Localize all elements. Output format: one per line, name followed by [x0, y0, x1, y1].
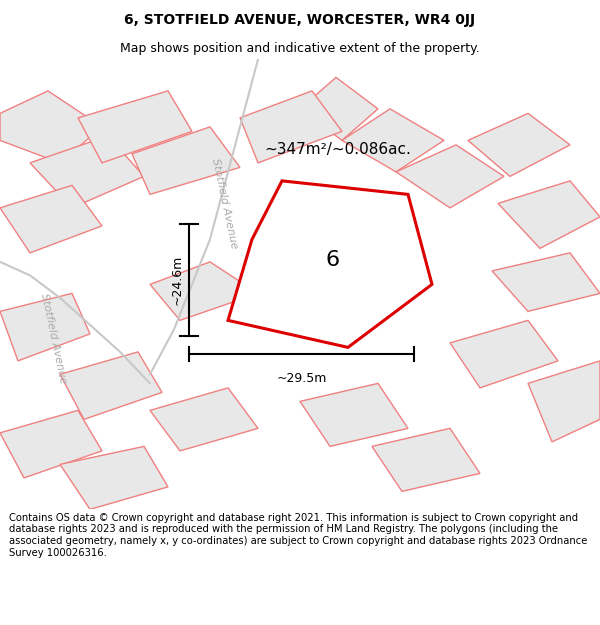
Text: 6, STOTFIELD AVENUE, WORCESTER, WR4 0JJ: 6, STOTFIELD AVENUE, WORCESTER, WR4 0JJ: [124, 13, 476, 27]
Polygon shape: [300, 78, 378, 141]
Polygon shape: [300, 383, 408, 446]
Polygon shape: [468, 113, 570, 176]
Polygon shape: [0, 411, 102, 478]
Text: Map shows position and indicative extent of the property.: Map shows position and indicative extent…: [120, 41, 480, 54]
Polygon shape: [372, 428, 480, 491]
Polygon shape: [150, 262, 258, 321]
Polygon shape: [150, 388, 258, 451]
Polygon shape: [78, 91, 192, 163]
Polygon shape: [498, 181, 600, 248]
Text: Contains OS data © Crown copyright and database right 2021. This information is : Contains OS data © Crown copyright and d…: [9, 513, 587, 558]
Polygon shape: [60, 446, 168, 509]
Polygon shape: [528, 361, 600, 442]
Polygon shape: [0, 91, 102, 163]
Polygon shape: [0, 186, 102, 253]
Polygon shape: [492, 253, 600, 311]
Polygon shape: [132, 127, 240, 194]
Text: 6: 6: [326, 249, 340, 269]
Polygon shape: [396, 145, 504, 208]
Polygon shape: [228, 181, 432, 348]
Polygon shape: [342, 109, 444, 172]
Text: ~29.5m: ~29.5m: [277, 372, 326, 385]
Text: Stotfield Avenue: Stotfield Avenue: [40, 292, 68, 384]
Text: ~24.6m: ~24.6m: [170, 255, 184, 305]
Text: ~347m²/~0.086ac.: ~347m²/~0.086ac.: [264, 142, 411, 157]
Polygon shape: [30, 136, 144, 208]
Polygon shape: [240, 91, 342, 163]
Text: Stotfield Avenue: Stotfield Avenue: [211, 158, 239, 249]
Polygon shape: [0, 293, 90, 361]
Polygon shape: [450, 321, 558, 388]
Polygon shape: [60, 352, 162, 419]
